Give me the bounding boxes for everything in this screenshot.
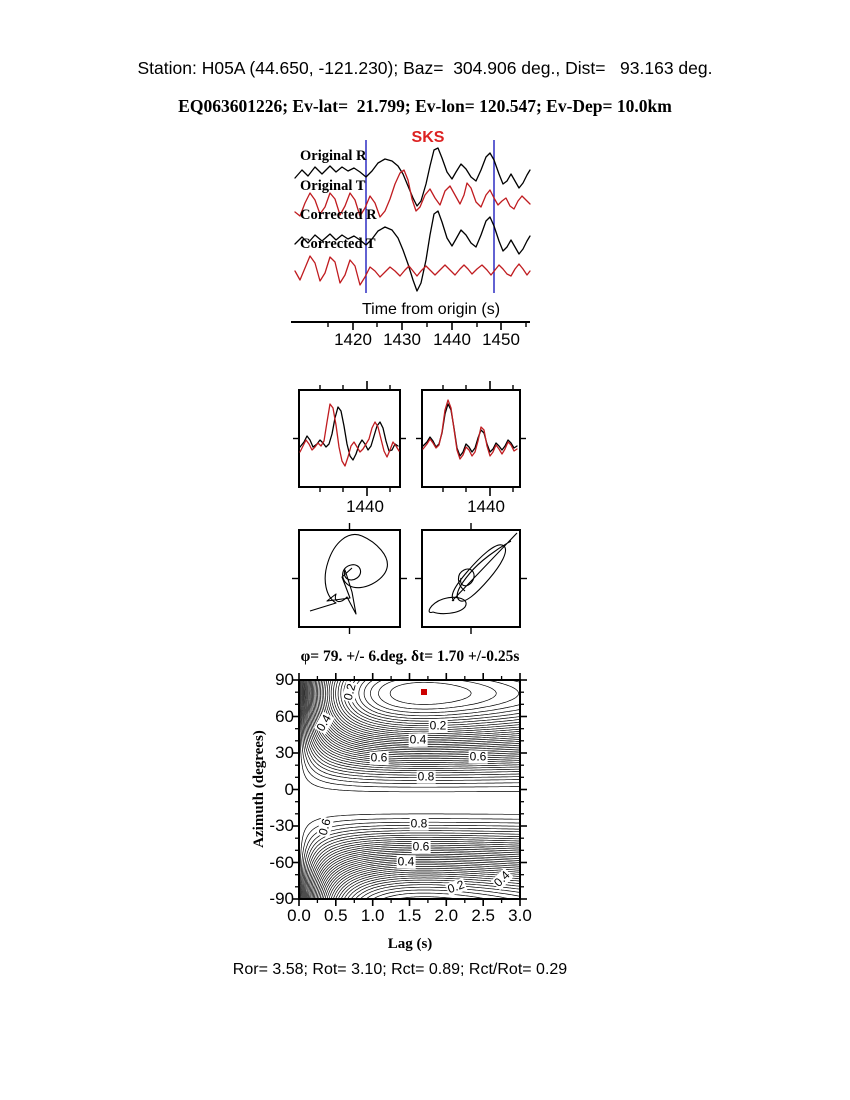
hodogram-path (309, 534, 388, 615)
azimuth-tick-label: 60 (275, 706, 294, 726)
trace-line (294, 147, 531, 207)
contour-value-label: 0.6 (369, 750, 389, 765)
time-axis-tick-label: 1430 (383, 330, 421, 349)
trace-label-corrected-t: Corrected T (300, 236, 376, 252)
time-axis-label: Time from origin (s) (361, 301, 501, 318)
window-center-time-label: 1440 (346, 497, 384, 516)
contour-value-label: 0.6 (468, 749, 488, 764)
lag-tick-label: 1.0 (360, 906, 385, 925)
hodogram-path (428, 532, 518, 615)
contour-value-label: 0.2 (428, 718, 448, 733)
azimuth-tick-label: 90 (275, 670, 294, 689)
azimuth-tick-label: -60 (269, 852, 294, 872)
trace-label-corrected-r: Corrected R (300, 207, 377, 223)
azimuth-tick-label: 30 (275, 743, 294, 762)
azimuth-tick-label: -90 (269, 889, 294, 908)
trace-line (422, 399, 518, 460)
contour-value-label: 0.6 (411, 839, 431, 854)
trace-line (294, 169, 531, 218)
contour-frame (292, 673, 527, 906)
panel-box (298, 529, 401, 628)
time-axis-tick-label: 1440 (433, 330, 471, 349)
phase-label-sks: SKS (411, 129, 445, 146)
fast-slow-boxes (293, 381, 526, 496)
time-axis-tick-label: 1420 (334, 330, 372, 349)
station-header: Station: H05A (44.650, -121.230); Baz= 3… (137, 58, 713, 78)
lag-tick-label: 2.0 (434, 906, 459, 925)
panel-box (421, 389, 521, 488)
time-axis-tick-label: 1450 (482, 330, 520, 349)
lag-tick-label: 2.5 (471, 906, 496, 925)
energy-ratio-results: Ror= 3.58; Rot= 3.10; Rct= 0.89; Rct/Rot… (232, 961, 568, 978)
contour-value-label: 0.8 (409, 816, 429, 831)
trace-label-original-t: Original T (300, 178, 366, 194)
trace-line (294, 210, 531, 292)
splitting-result-title: φ= 79. +/- 6.deg. δt= 1.70 +/-0.25s (300, 648, 520, 665)
lag-axis-label: Lag (s) (387, 936, 433, 952)
lag-tick-label: 3.0 (508, 906, 532, 925)
azimuth-tick-label: -30 (269, 816, 294, 835)
trace-line (294, 255, 531, 286)
lag-tick-label: 0.0 (287, 906, 311, 925)
window-center-time-label: 1440 (467, 497, 505, 516)
contour-value-label: 0.4 (396, 854, 416, 869)
trace-line (299, 403, 400, 467)
lag-tick-label: 0.5 (323, 906, 348, 925)
contour-value-label: 0.4 (408, 732, 428, 747)
trace-label-original-r: Original R (300, 148, 367, 164)
waveform-traces (291, 140, 531, 330)
lag-tick-label: 1.5 (397, 906, 422, 925)
trace-line (422, 403, 518, 457)
particle-motion-boxes (292, 523, 527, 634)
azimuth-tick-label: 0 (284, 779, 294, 799)
contour-value-label: 0.8 (416, 769, 436, 784)
best-solution-marker (421, 689, 427, 695)
event-header: EQ063601226; Ev-lat= 21.799; Ev-lon= 120… (178, 96, 672, 116)
